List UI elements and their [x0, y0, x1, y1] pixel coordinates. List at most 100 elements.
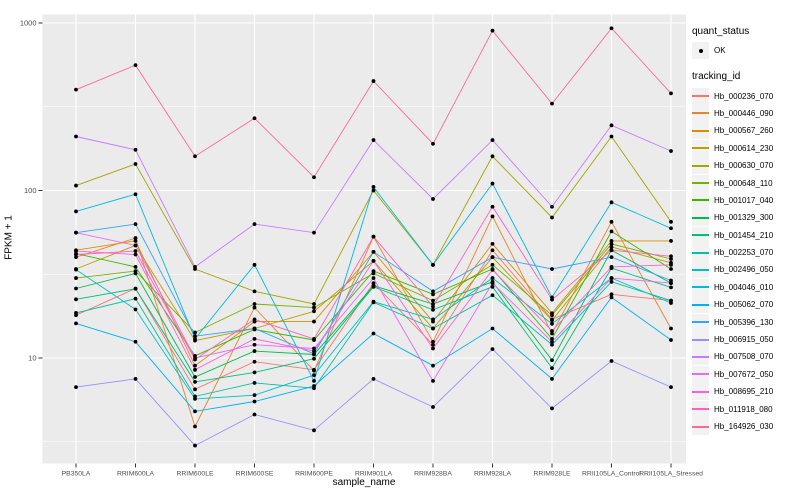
data-point — [431, 289, 435, 294]
legend: quant_status OK tracking_id Hb_000236_07… — [692, 26, 798, 435]
data-point — [669, 285, 673, 290]
data-point — [312, 356, 316, 361]
data-point — [312, 230, 316, 235]
data-point — [431, 262, 435, 267]
data-point — [252, 342, 257, 347]
data-point — [312, 337, 316, 341]
legend-item-label: Hb_005396_130 — [714, 317, 774, 327]
data-point — [133, 63, 138, 68]
data-point — [193, 409, 197, 414]
data-point — [371, 79, 376, 83]
data-point — [669, 257, 673, 261]
data-point — [133, 249, 138, 253]
data-point — [74, 276, 78, 280]
data-point — [550, 339, 554, 344]
legend-item-tracking-id: Hb_000236_070 — [692, 87, 798, 105]
data-point — [193, 375, 197, 379]
data-point — [609, 219, 614, 224]
data-point — [550, 321, 554, 326]
line-key-icon — [692, 174, 709, 192]
data-point — [193, 154, 197, 159]
data-point — [669, 326, 673, 331]
data-point — [550, 406, 554, 411]
legend-item-label: Hb_002496_050 — [714, 265, 774, 275]
plot-panel — [42, 14, 686, 464]
data-point — [669, 338, 673, 342]
line-key-icon — [692, 104, 709, 122]
data-point — [609, 245, 614, 249]
legend-item-tracking-id: Hb_007672_050 — [692, 365, 798, 383]
data-point — [609, 276, 614, 280]
data-point — [609, 359, 614, 363]
data-point — [431, 326, 435, 331]
legend-item-label: Hb_005062_070 — [714, 300, 774, 310]
legend-item-tracking-id: Hb_000648_110 — [692, 174, 798, 192]
line-key-icon — [692, 331, 709, 349]
legend-item-label: Hb_000630_070 — [714, 161, 774, 171]
legend-item-label: Hb_000648_110 — [714, 178, 773, 188]
data-point — [133, 296, 138, 301]
y-tick-label: 10 — [28, 354, 36, 363]
data-point — [74, 297, 78, 302]
line-key-icon — [692, 226, 709, 244]
data-point — [371, 138, 376, 142]
data-point — [133, 239, 138, 243]
data-point — [669, 262, 673, 267]
legend-item-tracking-id: Hb_000567_260 — [692, 122, 798, 140]
data-point — [431, 346, 435, 351]
data-point — [312, 175, 316, 180]
legend-item-tracking-id: Hb_004046_010 — [692, 278, 798, 296]
data-point — [74, 267, 78, 272]
data-point — [312, 305, 316, 310]
data-point — [669, 219, 673, 224]
data-point — [193, 387, 197, 392]
data-point — [490, 276, 495, 280]
data-point — [133, 162, 138, 166]
legend-item-tracking-id: Hb_002253_070 — [692, 244, 798, 262]
data-point — [252, 370, 257, 375]
line-key-icon — [692, 244, 709, 262]
data-point — [312, 373, 316, 378]
x-tick-label: RRIM600SE — [236, 471, 274, 478]
data-point — [252, 222, 257, 227]
data-point — [133, 252, 138, 257]
data-point — [312, 346, 316, 351]
data-point — [74, 87, 78, 92]
data-point — [669, 226, 673, 231]
data-point — [609, 239, 614, 243]
data-point — [193, 396, 197, 401]
legend-item-label: Hb_000236_070 — [714, 91, 774, 101]
data-point — [490, 262, 495, 267]
legend-item-label: Hb_004046_010 — [714, 282, 774, 292]
data-point — [74, 183, 78, 188]
data-point — [252, 317, 257, 322]
data-point — [252, 412, 257, 417]
data-point — [371, 249, 376, 254]
data-point — [431, 141, 435, 146]
data-point — [193, 424, 197, 429]
data-point — [193, 330, 197, 335]
data-point — [609, 200, 614, 205]
line-key-icon — [692, 122, 709, 140]
x-tick-label: PB350LA — [62, 471, 91, 478]
data-point — [550, 329, 554, 333]
legend-item-quant-status: OK — [692, 42, 798, 60]
data-point — [550, 267, 554, 271]
data-point — [193, 337, 197, 341]
data-point — [252, 326, 257, 331]
data-point — [74, 385, 78, 390]
data-point — [312, 349, 316, 353]
data-point — [550, 318, 554, 323]
data-point — [550, 342, 554, 347]
x-tick-label: RRII105LA_Control — [582, 471, 641, 478]
legend-item-label: Hb_006915_050 — [714, 335, 774, 345]
data-point — [133, 377, 138, 381]
data-point — [312, 384, 316, 388]
data-point — [609, 292, 614, 297]
line-key-icon — [692, 191, 709, 209]
legend-item-tracking-id: Hb_006915_050 — [692, 331, 798, 349]
line-key-icon — [692, 365, 709, 383]
data-point — [550, 358, 554, 363]
